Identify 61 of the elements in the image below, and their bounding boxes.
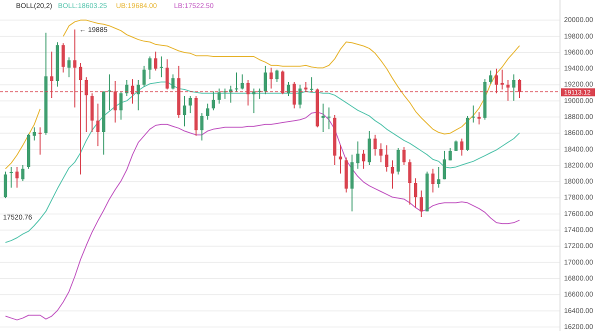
candlestick xyxy=(362,149,366,170)
candlestick xyxy=(327,106,331,130)
candlestick xyxy=(234,72,238,92)
candlestick xyxy=(275,69,279,82)
candlestick xyxy=(414,178,418,208)
candlestick xyxy=(477,112,481,125)
candlestick xyxy=(108,74,112,111)
candlestick xyxy=(338,144,342,174)
line-series xyxy=(4,112,520,320)
candlestick xyxy=(200,112,204,141)
candlestick xyxy=(182,96,186,127)
candlestick xyxy=(385,144,388,172)
candlestick xyxy=(229,85,232,104)
candlestick xyxy=(402,146,406,166)
candlestick xyxy=(10,166,13,188)
candlestick xyxy=(322,103,325,132)
candlestick xyxy=(166,58,169,90)
candlestick xyxy=(171,74,175,90)
candlestick xyxy=(15,166,19,188)
candlestick xyxy=(218,88,221,104)
candlestick xyxy=(379,142,383,163)
candlestick xyxy=(119,90,123,120)
candlestick xyxy=(136,80,140,111)
candlestick xyxy=(206,103,210,120)
candlestick xyxy=(408,158,412,206)
candlestick xyxy=(489,70,492,84)
candlestick xyxy=(298,84,302,109)
candlestick xyxy=(396,148,400,175)
candlestick xyxy=(142,65,146,88)
candlestick xyxy=(67,56,71,78)
candlestick xyxy=(420,190,423,218)
candlestick xyxy=(374,134,377,156)
candlestick xyxy=(500,69,504,90)
candlestick xyxy=(62,42,65,73)
candlestick xyxy=(310,76,314,92)
candlestick xyxy=(442,150,446,180)
candlestick xyxy=(264,65,268,95)
candlestick xyxy=(96,103,100,147)
candlestick xyxy=(460,138,464,156)
candlestick xyxy=(125,80,128,97)
candlestick xyxy=(240,74,244,90)
candlestick xyxy=(32,126,36,141)
candlestick xyxy=(356,140,360,170)
candlestick xyxy=(148,56,152,80)
candlestick xyxy=(212,90,216,111)
candlestick xyxy=(270,67,273,90)
candlestick xyxy=(154,51,158,72)
candlestick xyxy=(188,96,192,114)
candlestick xyxy=(512,74,516,102)
candlestick xyxy=(390,160,394,190)
candlestick xyxy=(160,56,164,78)
candlestick xyxy=(454,140,458,152)
candlestick xyxy=(21,164,24,182)
candlestick xyxy=(38,126,42,156)
candlestick xyxy=(431,168,435,193)
candlestick xyxy=(368,130,371,166)
candlestick xyxy=(223,88,227,100)
candlestick xyxy=(472,105,475,124)
candlestick xyxy=(4,171,8,199)
candlestick xyxy=(448,148,452,161)
candlestick xyxy=(437,166,440,188)
